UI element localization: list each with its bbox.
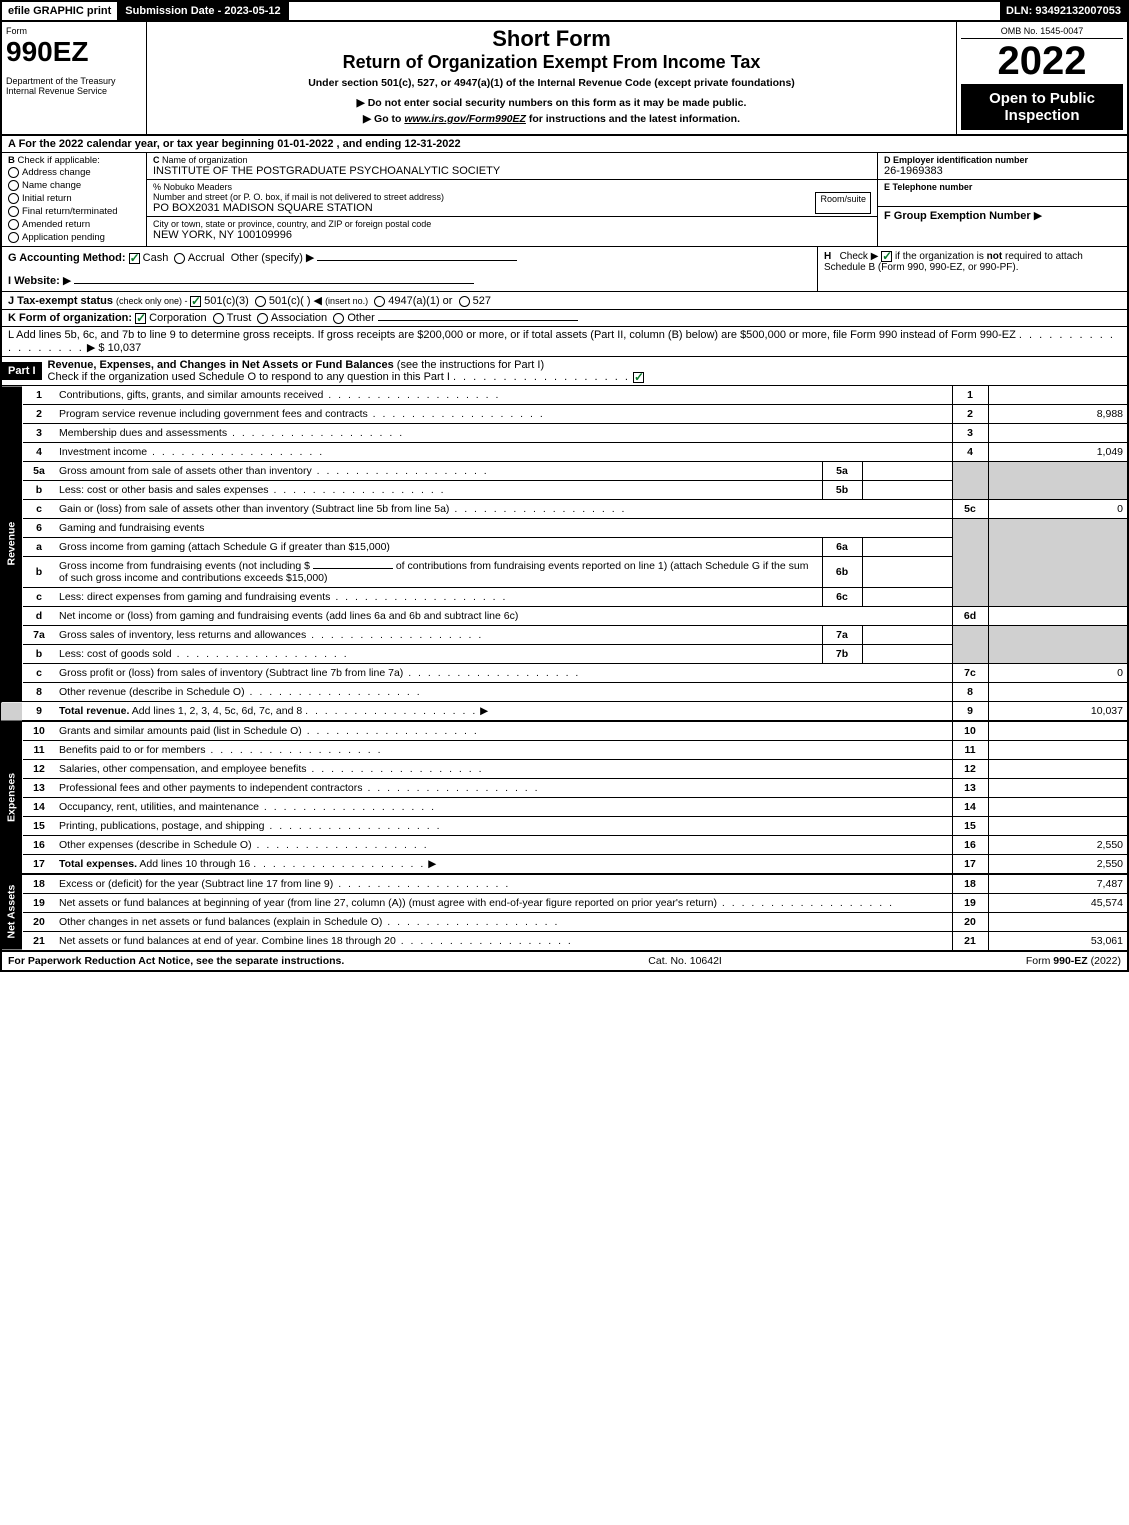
section-b: B Check if applicable: Address change Na… bbox=[2, 153, 147, 246]
section-a: A For the 2022 calendar year, or tax yea… bbox=[0, 136, 1129, 153]
row-l: L Add lines 5b, 6c, and 7b to line 9 to … bbox=[0, 327, 1129, 357]
cb-other[interactable] bbox=[333, 313, 344, 324]
cb-name-change[interactable]: Name change bbox=[8, 179, 140, 192]
val-9: 10,037 bbox=[988, 702, 1128, 722]
omb: OMB No. 1545-0047 bbox=[961, 26, 1123, 39]
header-left: Form 990EZ Department of the Treasury In… bbox=[2, 22, 147, 134]
cb-assoc[interactable] bbox=[257, 313, 268, 324]
part-1-label: Part I bbox=[2, 362, 42, 380]
cb-trust[interactable] bbox=[213, 313, 224, 324]
section-c: C Name of organization INSTITUTE OF THE … bbox=[147, 153, 877, 246]
val-4: 1,049 bbox=[988, 443, 1128, 462]
form-number: 990EZ bbox=[6, 36, 142, 68]
lines-table: Revenue 1Contributions, gifts, grants, a… bbox=[0, 386, 1129, 951]
gross-receipts: $ 10,037 bbox=[98, 342, 141, 354]
cat-no: Cat. No. 10642I bbox=[344, 955, 1026, 967]
street: PO BOX2031 MADISON SQUARE STATION bbox=[153, 202, 809, 214]
cb-501c[interactable] bbox=[255, 296, 266, 307]
val-7c: 0 bbox=[988, 664, 1128, 683]
tel-label: E Telephone number bbox=[884, 182, 1121, 192]
efile-label: efile GRAPHIC print bbox=[2, 2, 119, 20]
paperwork-notice: For Paperwork Reduction Act Notice, see … bbox=[8, 955, 344, 967]
val-21: 53,061 bbox=[988, 932, 1128, 951]
cb-amended[interactable]: Amended return bbox=[8, 218, 140, 231]
irs-url[interactable]: www.irs.gov/Form990EZ bbox=[404, 113, 526, 125]
footer: For Paperwork Reduction Act Notice, see … bbox=[0, 951, 1129, 972]
cb-accrual[interactable] bbox=[174, 253, 185, 264]
no-ssn-note: Do not enter social security numbers on … bbox=[151, 97, 952, 109]
ein: 26-1969383 bbox=[884, 165, 1121, 177]
side-revenue: Revenue bbox=[1, 386, 23, 702]
header-mid: Short Form Return of Organization Exempt… bbox=[147, 22, 957, 134]
header: Form 990EZ Department of the Treasury In… bbox=[0, 22, 1129, 136]
val-1 bbox=[988, 386, 1128, 405]
val-8 bbox=[988, 683, 1128, 702]
room-suite: Room/suite bbox=[815, 192, 871, 214]
city-state-zip: NEW YORK, NY 100109996 bbox=[153, 229, 871, 241]
val-18: 7,487 bbox=[988, 874, 1128, 894]
row-k: K Form of organization: Corporation Trus… bbox=[0, 310, 1129, 327]
val-19: 45,574 bbox=[988, 894, 1128, 913]
side-net-assets: Net Assets bbox=[1, 874, 23, 951]
cb-corp[interactable] bbox=[135, 313, 146, 324]
row-j: J Tax-exempt status (check only one) - 5… bbox=[0, 292, 1129, 310]
cb-cash[interactable] bbox=[129, 253, 140, 264]
val-6d bbox=[988, 607, 1128, 626]
org-name: INSTITUTE OF THE POSTGRADUATE PSYCHOANAL… bbox=[153, 165, 871, 177]
form-footer: Form 990-EZ (2022) bbox=[1026, 955, 1121, 967]
part-1-header: Part I Revenue, Expenses, and Changes in… bbox=[0, 357, 1129, 386]
form-label: Form bbox=[6, 26, 142, 36]
care-of: % Nobuko Meaders bbox=[153, 182, 871, 192]
goto-link: Go to www.irs.gov/Form990EZ for instruct… bbox=[151, 113, 952, 125]
val-5c: 0 bbox=[988, 500, 1128, 519]
row-g-h-i: G Accounting Method: Cash Accrual Other … bbox=[0, 247, 1129, 292]
section-def: D Employer identification number 26-1969… bbox=[877, 153, 1127, 246]
under-section: Under section 501(c), 527, or 4947(a)(1)… bbox=[151, 77, 952, 89]
cb-4947[interactable] bbox=[374, 296, 385, 307]
header-right: OMB No. 1545-0047 2022 Open to Public In… bbox=[957, 22, 1127, 134]
cb-final-return[interactable]: Final return/terminated bbox=[8, 205, 140, 218]
val-17: 2,550 bbox=[988, 855, 1128, 875]
val-2: 8,988 bbox=[988, 405, 1128, 424]
accounting-method: G Accounting Method: Cash Accrual Other … bbox=[8, 251, 811, 264]
open-public: Open to Public Inspection bbox=[961, 84, 1123, 130]
val-16: 2,550 bbox=[988, 836, 1128, 855]
dln: DLN: 93492132007053 bbox=[1000, 2, 1127, 20]
short-form: Short Form bbox=[151, 26, 952, 52]
side-expenses: Expenses bbox=[1, 721, 23, 874]
section-bcd: B Check if applicable: Address change Na… bbox=[0, 153, 1129, 247]
cb-schedule-b[interactable] bbox=[881, 251, 892, 262]
irs: Internal Revenue Service bbox=[6, 86, 142, 96]
submission-date: Submission Date - 2023-05-12 bbox=[119, 2, 288, 20]
top-bar: efile GRAPHIC print Submission Date - 20… bbox=[0, 0, 1129, 22]
website-row: I Website: ▶ bbox=[8, 274, 811, 287]
form-title: Return of Organization Exempt From Incom… bbox=[151, 52, 952, 73]
cb-pending[interactable]: Application pending bbox=[8, 231, 140, 244]
cb-initial-return[interactable]: Initial return bbox=[8, 192, 140, 205]
dept: Department of the Treasury bbox=[6, 76, 142, 86]
cb-527[interactable] bbox=[459, 296, 470, 307]
cb-address-change[interactable]: Address change bbox=[8, 166, 140, 179]
cb-501c3[interactable] bbox=[190, 296, 201, 307]
section-h: H Check ▶ if the organization is not req… bbox=[817, 247, 1127, 291]
cb-schedule-o[interactable] bbox=[633, 372, 644, 383]
tax-year: 2022 bbox=[961, 39, 1123, 84]
val-3 bbox=[988, 424, 1128, 443]
